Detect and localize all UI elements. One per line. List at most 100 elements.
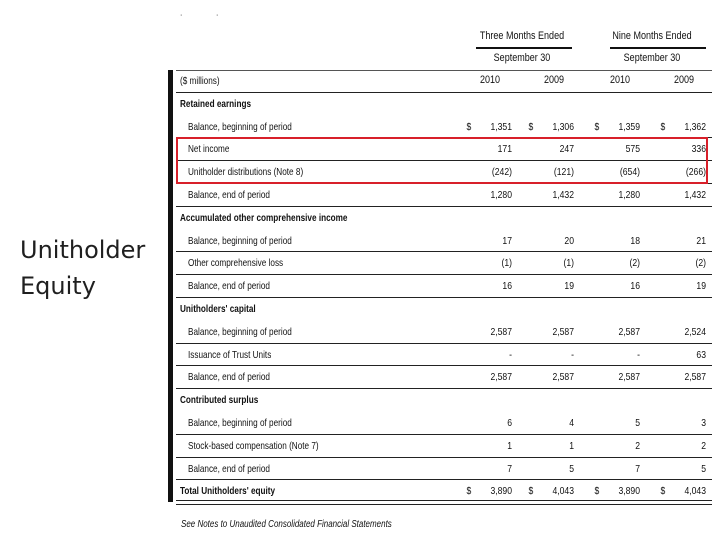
row-label: Balance, beginning of period xyxy=(188,120,292,133)
value-cell: 2,587 xyxy=(490,371,512,384)
currency-symbol: $ xyxy=(528,485,534,498)
table-row: Balance, end of period 7 5 7 5 xyxy=(176,458,712,481)
value-cell: 3 xyxy=(701,416,706,429)
row-label: Retained earnings xyxy=(180,97,252,110)
header-underline xyxy=(610,47,706,49)
value-cell: 19 xyxy=(564,280,574,293)
value-cell: 2 xyxy=(635,439,640,452)
footnote: See Notes to Unaudited Consolidated Fina… xyxy=(181,519,392,530)
table-row: Balance, beginning of period 2,587 2,587 2,… xyxy=(176,321,712,344)
value-cell: (242) xyxy=(491,166,512,179)
value-cell: 2,587 xyxy=(684,371,706,384)
value-cell: 16 xyxy=(630,280,640,293)
year-header: 2010 xyxy=(609,74,631,86)
value-cell: 3,890 xyxy=(490,485,512,498)
value-cell: 2,587 xyxy=(552,325,574,338)
row-label: ($ millions) xyxy=(180,75,220,87)
highlight-box xyxy=(176,137,708,184)
value-cell: 2,587 xyxy=(618,371,640,384)
value-cell: 4,043 xyxy=(552,485,574,498)
value-cell: 21 xyxy=(696,234,706,247)
table-row: Balance, beginning of period 17 20 18 21 xyxy=(176,230,712,253)
table-row: Balance, beginning of period 6 4 5 3 xyxy=(176,412,712,435)
table-row: Stock-based compensation (Note 7) 1 1 2 2 xyxy=(176,435,712,458)
value-cell: (1) xyxy=(563,257,574,270)
value-cell: 1,432 xyxy=(552,188,574,201)
header-nine-months-sub: September 30 xyxy=(623,52,681,64)
value-cell: 1,432 xyxy=(684,188,706,201)
table-top-rule xyxy=(176,70,712,71)
value-cell: 4 xyxy=(569,416,574,429)
year-header: 2010 xyxy=(479,74,501,86)
table-row: ($ millions) xyxy=(176,70,712,93)
table-row: Net income 171 247 575 336 xyxy=(176,138,712,161)
value-cell: (121) xyxy=(553,166,574,179)
value-cell: 4,043 xyxy=(684,485,706,498)
row-label: Stock-based compensation (Note 7) xyxy=(188,439,319,452)
currency-symbol: $ xyxy=(466,485,472,498)
header-nine-months: Nine Months Ended xyxy=(612,30,692,42)
value-cell: 2,524 xyxy=(684,325,706,338)
value-cell: 63 xyxy=(696,348,706,361)
row-label: Other comprehensive loss xyxy=(188,257,284,270)
row-label: Contributed surplus xyxy=(180,394,259,407)
value-cell: 2,587 xyxy=(552,371,574,384)
table-row: Balance, end of period 1,280 1,432 1,280 1,4… xyxy=(176,184,712,207)
section-header-row: Accumulated other comprehensive income xyxy=(176,207,712,230)
row-label: Unitholder distributions (Note 8) xyxy=(188,166,304,179)
table-row: Unitholder distributions (Note 8) (242) (1… xyxy=(176,161,712,184)
value-cell: 2 xyxy=(701,439,706,452)
value-cell: 1,362 xyxy=(684,120,706,133)
value-cell: 171 xyxy=(497,143,512,156)
value-cell: 1 xyxy=(507,439,512,452)
value-cell: 5 xyxy=(569,462,574,475)
section-header-row: Retained earnings xyxy=(176,93,712,116)
value-cell: - xyxy=(509,348,512,361)
value-cell: - xyxy=(637,348,640,361)
header-three-months: Three Months Ended xyxy=(479,30,565,42)
value-cell: 20 xyxy=(564,234,574,247)
value-cell: 18 xyxy=(630,234,640,247)
value-cell: 5 xyxy=(635,416,640,429)
scan-mark: ˙ xyxy=(216,14,220,25)
value-cell: 336 xyxy=(691,143,706,156)
value-cell: 7 xyxy=(507,462,512,475)
scan-mark: ˙ xyxy=(180,14,184,25)
value-cell: 19 xyxy=(696,280,706,293)
section-header-row: Contributed surplus xyxy=(176,389,712,412)
row-label: Balance, beginning of period xyxy=(188,234,292,247)
value-cell: 5 xyxy=(701,462,706,475)
value-cell: (2) xyxy=(695,257,706,270)
row-label: Net income xyxy=(188,143,230,156)
value-cell: 3,890 xyxy=(618,485,640,498)
row-label: Issuance of Trust Units xyxy=(188,348,272,361)
equity-table: ($ millions) Retained earnings Balance, be… xyxy=(176,70,712,505)
value-cell: 2,587 xyxy=(490,325,512,338)
value-cell: 1,280 xyxy=(490,188,512,201)
year-header: 2009 xyxy=(543,74,565,86)
value-cell: (654) xyxy=(619,166,640,179)
value-cell: 6 xyxy=(507,416,512,429)
value-cell: 16 xyxy=(502,280,512,293)
row-label: Balance, beginning of period xyxy=(188,416,292,429)
year-header: 2009 xyxy=(673,74,695,86)
table-row: Balance, end of period 16 19 16 19 xyxy=(176,275,712,298)
currency-symbol: $ xyxy=(594,120,600,133)
value-cell: (266) xyxy=(685,166,706,179)
row-label: Balance, end of period xyxy=(188,462,270,475)
value-cell: 1,306 xyxy=(552,120,574,133)
currency-symbol: $ xyxy=(660,120,666,133)
row-label: Balance, end of period xyxy=(188,280,270,293)
value-cell: 7 xyxy=(635,462,640,475)
table-row: Balance, beginning of period $1,351 $1,306… xyxy=(176,116,712,139)
total-row: Total Unitholders' equity $3,890 $4,043 $3,… xyxy=(176,480,712,505)
value-cell: 247 xyxy=(559,143,574,156)
row-label: Balance, end of period xyxy=(188,188,270,201)
header-three-months-sub: September 30 xyxy=(493,52,551,64)
row-label: Accumulated other comprehensive income xyxy=(180,211,348,224)
value-cell: - xyxy=(571,348,574,361)
value-cell: 1,351 xyxy=(490,120,512,133)
currency-symbol: $ xyxy=(466,120,472,133)
row-label: Unitholders' capital xyxy=(180,302,256,315)
value-cell: 1,280 xyxy=(618,188,640,201)
